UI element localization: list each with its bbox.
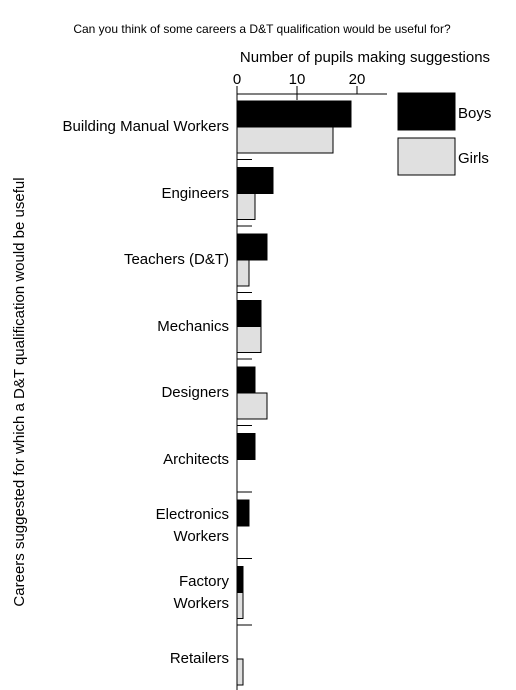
category-label: Engineers [161, 184, 229, 202]
bar [236, 433, 256, 460]
category-label: Mechanics [157, 317, 229, 335]
bar [236, 326, 262, 353]
category-label: Factory Workers [173, 572, 229, 612]
x-tick-label: 0 [233, 71, 241, 88]
bar [236, 300, 262, 327]
bar [236, 592, 244, 619]
bar [236, 366, 256, 394]
bar [236, 259, 250, 287]
y-axis-label: Careers suggested for which a D&T qualif… [11, 177, 28, 606]
bar [236, 566, 244, 593]
chart-title: Can you think of some careers a D&T qual… [73, 22, 451, 36]
bar [236, 233, 268, 261]
category-label: Designers [161, 384, 229, 401]
bar [236, 126, 334, 154]
x-tick-label: 10 [289, 71, 306, 88]
category-label: Teachers (D&T) [123, 251, 229, 268]
x-axis-label: Number of pupils making suggestions [240, 49, 490, 66]
bar [236, 100, 352, 128]
legend-label: Girls [458, 150, 489, 167]
bar [236, 658, 244, 686]
category-label: Electronics Workers [155, 506, 229, 545]
category-label: Architects [163, 450, 229, 468]
legend-swatch [397, 137, 456, 176]
bar [236, 167, 274, 194]
x-tick-label: 20 [349, 71, 366, 88]
bar [236, 193, 256, 220]
bar [236, 392, 268, 420]
category-label: Building Manual Workers [62, 118, 229, 135]
category-label: Retailers [169, 650, 229, 667]
legend-swatch [397, 92, 456, 131]
bar [236, 499, 250, 527]
legend-label: Boys [458, 105, 491, 122]
